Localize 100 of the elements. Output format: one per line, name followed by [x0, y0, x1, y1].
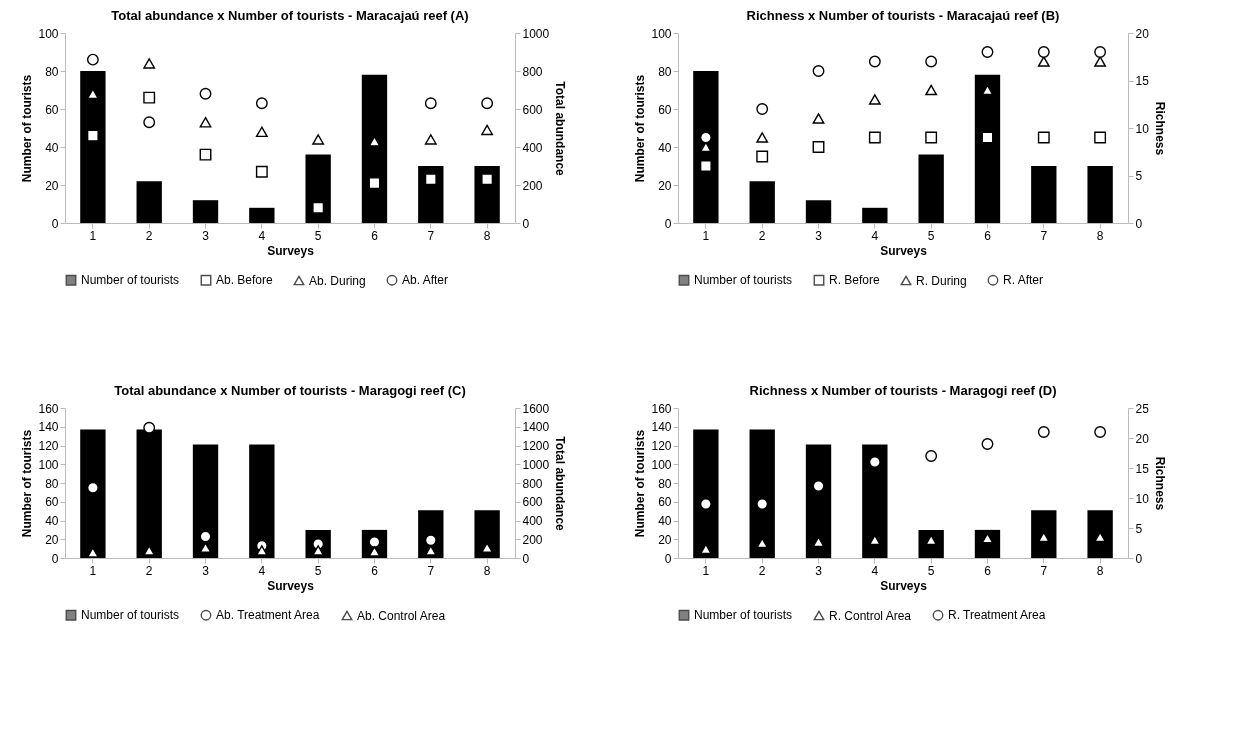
y2-tick-label: 800	[522, 476, 543, 491]
bar	[1031, 166, 1057, 223]
bar	[80, 71, 106, 223]
bar	[1031, 510, 1057, 558]
y2-axis-title: Richness	[1152, 101, 1167, 156]
y-tick-label: 20	[45, 178, 59, 193]
y-tick-label: 80	[45, 64, 59, 79]
x-tick-label: 3	[202, 228, 210, 243]
bar	[862, 444, 888, 558]
bar	[80, 429, 106, 558]
y-tick-label: 20	[658, 532, 672, 547]
y2-tick-label: 0	[1135, 216, 1143, 231]
bar	[249, 207, 275, 223]
point	[143, 116, 156, 129]
legend-label: Ab. During	[309, 273, 366, 288]
x-tick-label: 4	[871, 228, 879, 243]
legend-label: R. Control Area	[829, 608, 912, 623]
x-tick-label: 6	[984, 228, 992, 243]
legend-label: R. After	[1003, 273, 1044, 288]
y2-tick-label: 20	[1135, 26, 1150, 41]
chart-title: Total abundance x Number of tourists - Maragogi reef (C)	[114, 383, 466, 398]
x-tick-label: 5	[927, 563, 935, 578]
y-tick-label: 20	[45, 532, 59, 547]
y2-tick-label: 800	[522, 64, 543, 79]
x-tick-label: 7	[1040, 228, 1048, 243]
x-tick-label: 5	[314, 563, 322, 578]
y2-tick-label: 20	[1135, 431, 1150, 446]
y2-tick-label: 200	[522, 178, 543, 193]
y-tick-label: 40	[658, 140, 672, 155]
bar	[418, 166, 444, 223]
x-axis-title: Surveys	[267, 578, 315, 593]
point	[812, 113, 825, 124]
chart-title: Total abundance x Number of tourists - Maracajaú reef (A)	[111, 8, 469, 23]
y-tick-label: 100	[651, 26, 672, 41]
y-tick-label: 100	[38, 26, 59, 41]
point	[481, 97, 494, 110]
point	[199, 148, 212, 161]
point	[143, 58, 156, 69]
bar	[192, 444, 219, 558]
y2-tick-label: 600	[522, 495, 543, 510]
y-tick-label: 120	[651, 439, 672, 453]
y-tick-label: 0	[664, 551, 672, 566]
x-tick-label: 7	[427, 228, 435, 243]
legend-label: Ab. After	[402, 273, 449, 288]
bar	[305, 154, 331, 223]
bar	[136, 181, 162, 223]
y-tick-label: 0	[664, 216, 672, 231]
y-tick-label: 140	[651, 420, 672, 435]
point	[981, 438, 994, 450]
bar	[361, 74, 388, 223]
point	[925, 84, 938, 96]
bar	[974, 74, 1001, 223]
point	[756, 103, 769, 115]
x-tick-label: 2	[758, 228, 766, 243]
bar	[192, 200, 219, 223]
bar	[805, 444, 832, 558]
x-tick-label: 4	[871, 563, 879, 578]
y2-tick-label: 400	[522, 514, 543, 528]
x-tick-label: 2	[145, 228, 153, 243]
y2-tick-label: 400	[522, 140, 543, 155]
y-axis-title: Number of tourists	[633, 429, 648, 538]
point	[143, 91, 156, 104]
point	[481, 124, 494, 136]
y-tick-label: 100	[651, 457, 672, 472]
y2-tick-label: 1000	[522, 457, 550, 472]
point	[868, 131, 881, 144]
y2-tick-label: 5	[1135, 169, 1143, 183]
legend-label: Ab. Control Area	[357, 608, 446, 623]
y2-tick-label: 1000	[522, 26, 550, 41]
x-tick-label: 5	[314, 228, 322, 243]
x-tick-label: 6	[371, 228, 379, 243]
y2-axis-title: Total abundance	[553, 81, 568, 177]
y-tick-label: 40	[45, 514, 59, 528]
y-tick-label: 40	[658, 514, 672, 528]
y2-tick-label: 15	[1135, 74, 1150, 88]
point	[255, 165, 268, 178]
y-tick-label: 80	[658, 476, 672, 491]
point	[812, 65, 825, 77]
y-tick-label: 20	[658, 178, 672, 193]
point	[424, 134, 437, 145]
legend-label: R. Treatment Area	[948, 608, 1046, 623]
y-tick-label: 60	[658, 102, 672, 117]
x-tick-label: 7	[1040, 563, 1048, 578]
point	[756, 132, 769, 143]
x-tick-label: 8	[1096, 228, 1104, 243]
x-tick-label: 1	[702, 563, 710, 578]
point	[143, 421, 156, 434]
x-axis-title: Surveys	[880, 243, 928, 258]
y2-tick-label: 600	[522, 102, 543, 117]
y2-tick-label: 0	[1135, 551, 1143, 566]
x-tick-label: 3	[815, 563, 823, 578]
y-axis-title: Number of tourists	[20, 429, 35, 538]
point	[1037, 426, 1050, 438]
legend-label: Number of tourists	[694, 608, 793, 623]
x-tick-label: 8	[483, 563, 491, 578]
point	[1094, 46, 1107, 58]
point	[255, 126, 268, 138]
y-tick-label: 160	[38, 401, 59, 416]
bar	[749, 181, 775, 223]
point	[424, 97, 437, 110]
